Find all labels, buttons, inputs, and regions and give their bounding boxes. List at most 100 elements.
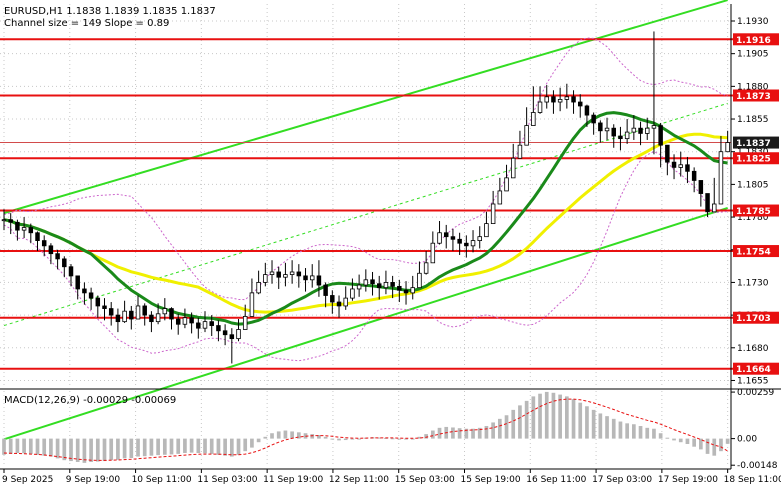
candle-body — [725, 142, 730, 153]
candle-body — [48, 245, 54, 255]
candle-body — [289, 271, 295, 275]
candle-body — [551, 96, 556, 103]
candle-body — [336, 301, 342, 307]
grid — [0, 4, 731, 467]
candle-body — [698, 180, 704, 194]
macd-histogram-bar — [672, 438, 676, 441]
level-price-label: 1.1825 — [736, 155, 771, 165]
candle-body — [397, 285, 402, 291]
macd-histogram-bar — [196, 438, 201, 453]
time-tick-label: 15 Sep 03:00 — [395, 475, 455, 485]
macd-histogram-bar — [658, 433, 663, 439]
macd-histogram-bar — [618, 421, 623, 439]
candle-body — [209, 321, 214, 326]
macd-histogram-bar — [350, 438, 355, 440]
macd-histogram-bar — [55, 438, 60, 459]
candle-body — [430, 242, 436, 264]
macd-histogram-bar — [15, 438, 20, 453]
macd-panel: 0.00259 0.00 -0.00148 — [2, 388, 778, 471]
macd-histogram-bar — [35, 438, 40, 455]
candle-body — [162, 308, 168, 315]
macd-histogram-bar — [290, 431, 294, 439]
level-price-label: 1.1785 — [736, 207, 771, 217]
macd-histogram-bar — [457, 428, 462, 439]
time-tick-label: 11 Sep 03:00 — [197, 475, 257, 485]
time-tick-label: 9 Sep 2025 — [2, 475, 53, 485]
level-price-tag — [733, 311, 779, 324]
candle-body — [557, 99, 563, 103]
candle-body — [135, 305, 141, 320]
candle-body — [497, 190, 503, 205]
macd-histogram-bar — [665, 437, 670, 439]
candle-body — [665, 144, 670, 163]
macd-histogram-bar — [42, 438, 47, 456]
candle-body — [484, 223, 489, 238]
candle-body — [678, 164, 683, 168]
candle-body — [618, 135, 623, 140]
candle-body — [142, 305, 147, 316]
macd-histogram-bar — [605, 416, 609, 439]
time-tick-label: 9 Sep 19:00 — [66, 475, 121, 485]
macd-histogram-bar — [82, 438, 87, 463]
candle-body — [705, 193, 710, 213]
macd-histogram-bar — [397, 438, 402, 440]
macd-tick-label: 0.00259 — [737, 388, 774, 398]
macd-histogram-bar — [62, 438, 67, 461]
level-price-tag — [733, 152, 779, 165]
macd-histogram-bar — [49, 438, 53, 457]
macd-histogram-bar — [263, 436, 268, 439]
macd-histogram-bar — [497, 418, 502, 439]
candle-body — [303, 275, 308, 281]
macd-histogram-bar — [638, 426, 643, 439]
price-tick-label: 1.1655 — [737, 376, 769, 386]
macd-histogram-bar — [491, 422, 495, 439]
time-tick-label: 10 Sep 11:00 — [132, 475, 192, 485]
candle-body — [95, 297, 101, 307]
level-price-tag — [733, 245, 779, 258]
macd-histogram-bar — [317, 435, 321, 439]
time-tick-label: 17 Sep 19:00 — [658, 475, 718, 485]
channel-upper-line — [3, 0, 728, 215]
candle-body — [350, 288, 355, 299]
candle-body — [35, 232, 40, 241]
candle-body — [330, 295, 335, 303]
candle-body — [685, 164, 690, 172]
candle-body — [437, 232, 442, 244]
macd-histogram-bar — [424, 434, 428, 439]
macd-histogram-bar — [685, 438, 690, 445]
macd-histogram-bar — [538, 393, 542, 439]
candle-body — [691, 170, 697, 181]
macd-histogram-bar — [511, 409, 516, 439]
macd-histogram-bar — [564, 396, 569, 439]
macd-histogram-bar — [377, 437, 382, 439]
candle-body — [598, 122, 603, 132]
macd-histogram-bar — [645, 427, 650, 439]
macd-histogram-bar — [276, 431, 281, 439]
candle-body — [269, 271, 275, 275]
macd-tick-label: 0.00 — [737, 435, 757, 445]
macd-histogram-bar — [504, 415, 509, 439]
macd-histogram-bar — [270, 433, 274, 439]
candle-body — [490, 203, 496, 225]
macd-histogram-bar — [323, 436, 328, 439]
candle-body — [216, 325, 221, 332]
macd-histogram-bar — [2, 438, 6, 455]
macd-histogram-bar — [357, 438, 361, 440]
price-tick-label: 1.1805 — [737, 180, 769, 190]
channel-mid-line — [3, 102, 728, 327]
candle-body — [242, 316, 248, 330]
candle-body — [229, 334, 235, 340]
candle-body — [390, 282, 395, 287]
candle-body — [638, 127, 643, 134]
candlesticks — [1, 31, 730, 364]
candle-body — [356, 284, 362, 290]
macd-histogram-bar — [129, 438, 134, 459]
level-price-label: 1.1916 — [736, 36, 771, 46]
macd-histogram-bar — [578, 402, 583, 439]
candle-body — [504, 177, 509, 192]
price-tick-label: 1.1780 — [737, 213, 769, 223]
candle-body — [624, 131, 630, 140]
macd-histogram-bar — [544, 391, 549, 439]
